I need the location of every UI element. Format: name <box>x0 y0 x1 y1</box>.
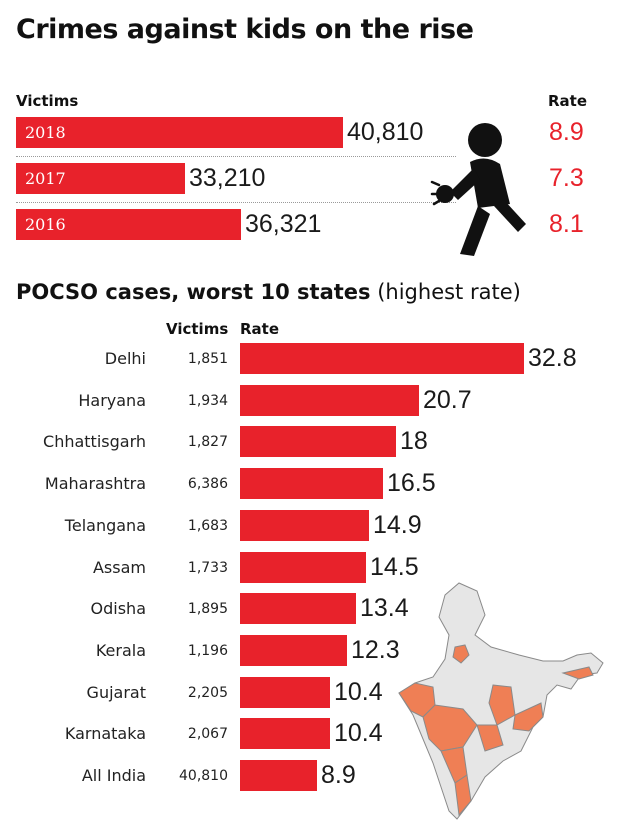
state-rate-label: 14.5 <box>370 552 419 581</box>
row-divider <box>16 156 456 157</box>
running-child-icon <box>430 123 526 256</box>
state-victims: 1,196 <box>187 642 228 659</box>
state-rate-label: 20.7 <box>423 385 472 414</box>
state-bar <box>240 551 366 583</box>
year-bar: 2016 <box>16 209 241 240</box>
state-name: Delhi <box>104 349 146 368</box>
state-rate-label: 8.9 <box>321 761 356 789</box>
state-bar <box>240 676 330 708</box>
state-rate-label: 13.4 <box>360 594 409 623</box>
year-bar: 2018 <box>16 117 343 148</box>
state-name: Haryana <box>78 390 146 410</box>
state-name: All India <box>81 766 146 785</box>
state-bar <box>240 426 396 458</box>
states-title-bold: POCSO cases, worst 10 states <box>16 280 371 304</box>
rate-header: Rate <box>548 92 588 110</box>
state-victims: 2,067 <box>187 726 228 743</box>
state-rate-label: 18 <box>400 427 428 456</box>
state-victims: 6,386 <box>187 476 228 493</box>
states-title: POCSO cases, worst 10 states (highest ra… <box>16 280 521 304</box>
state-name: Odisha <box>90 599 146 619</box>
state-name: Chhattisgarh <box>43 432 146 452</box>
state-name: Telangana <box>64 515 146 535</box>
state-bar <box>240 634 347 666</box>
state-bar <box>240 593 356 625</box>
year-rate-label: 7.3 <box>549 164 584 192</box>
year-victims-label: 33,210 <box>189 164 266 192</box>
state-bar <box>240 343 524 374</box>
states-rate-header: Rate <box>240 320 280 338</box>
state-bar <box>240 509 369 541</box>
state-rate-label: 14.9 <box>373 510 422 539</box>
state-rate-label: 12.3 <box>351 635 400 664</box>
year-label: 2017 <box>25 169 66 188</box>
victims-header: Victims <box>16 92 79 110</box>
chart-title: Crimes against kids on the rise <box>16 14 474 45</box>
state-victims: 1,827 <box>187 434 228 451</box>
india-map-icon <box>398 582 604 820</box>
state-victims: 1,934 <box>187 392 228 409</box>
state-name: Assam <box>92 557 146 577</box>
state-rate-label: 16.5 <box>387 469 436 498</box>
state-name: Kerala <box>95 640 146 660</box>
state-victims: 1,683 <box>187 517 228 534</box>
state-victims: 1,851 <box>187 351 228 367</box>
state-name: Gujarat <box>86 682 146 702</box>
state-victims: 1,895 <box>187 601 228 618</box>
state-bar <box>240 760 317 791</box>
state-name: Maharashtra <box>44 474 146 494</box>
state-bar <box>240 718 330 750</box>
year-bar: 2017 <box>16 163 185 194</box>
year-victims-label: 40,810 <box>347 118 424 146</box>
state-rate-label: 10.4 <box>334 719 383 748</box>
state-bar <box>240 468 383 500</box>
year-rate-label: 8.9 <box>549 118 584 146</box>
year-label: 2016 <box>25 215 66 234</box>
state-name: Karnataka <box>64 724 146 744</box>
state-bar <box>240 384 419 416</box>
states-victims-header: Victims <box>166 320 229 338</box>
year-rate-label: 8.1 <box>549 210 584 238</box>
state-victims: 40,810 <box>179 768 228 784</box>
year-label: 2018 <box>25 123 66 142</box>
state-rate-label: 32.8 <box>528 344 577 372</box>
state-victims: 1,733 <box>187 559 228 576</box>
state-rate-label: 10.4 <box>334 677 383 706</box>
row-divider <box>16 202 456 203</box>
states-title-rest: (highest rate) <box>370 280 521 304</box>
state-victims: 2,205 <box>187 684 228 701</box>
year-victims-label: 36,321 <box>245 210 322 238</box>
